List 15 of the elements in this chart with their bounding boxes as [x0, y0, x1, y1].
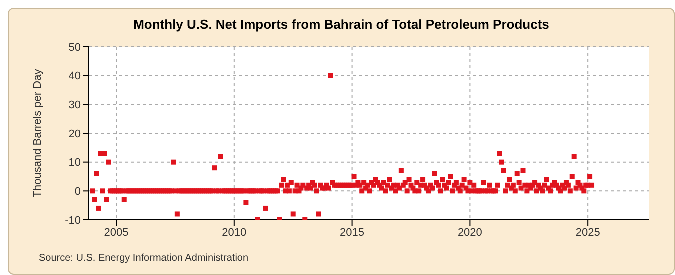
- x-tick-label: 2010: [222, 226, 247, 239]
- y-tick-label: 20: [68, 128, 81, 140]
- y-tick-label: 0: [74, 186, 81, 198]
- x-tick-label: 2015: [340, 226, 365, 239]
- y-tick-label: 30: [68, 100, 81, 112]
- y-tick-label: -10: [65, 214, 81, 227]
- x-tick-label: 2020: [458, 226, 482, 239]
- chart-title: Monthly U.S. Net Imports from Bahrain of Total Petroleum Products: [132, 17, 550, 32]
- y-tick-label: 10: [68, 157, 81, 170]
- y-axis-title: Thousand Barrels per Day: [32, 68, 44, 198]
- x-tick-label: 2005: [104, 226, 129, 239]
- y-tick-label: 40: [68, 70, 81, 83]
- x-tick-label: 2025: [576, 226, 600, 239]
- source-note: Source: U.S. Energy Information Administration: [39, 253, 249, 264]
- y-tick-label: 50: [68, 42, 81, 54]
